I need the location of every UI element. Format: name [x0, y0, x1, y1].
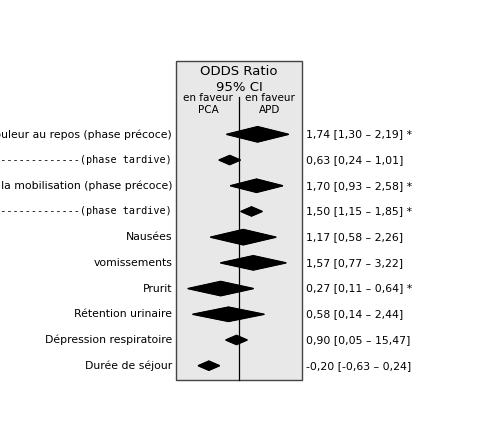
Polygon shape [226, 335, 247, 345]
Polygon shape [241, 207, 262, 216]
Text: 0,90 [0,05 – 15,47]: 0,90 [0,05 – 15,47] [306, 335, 410, 345]
Text: vomissements: vomissements [93, 258, 172, 268]
Text: 0,63 [0,24 – 1,01]: 0,63 [0,24 – 1,01] [306, 155, 403, 165]
Polygon shape [230, 179, 283, 192]
Text: 0,58 [0,14 – 2,44]: 0,58 [0,14 – 2,44] [306, 309, 403, 319]
Text: 1,17 [0,58 – 2,26]: 1,17 [0,58 – 2,26] [306, 232, 403, 242]
Text: 0,27 [0,11 – 0,64] *: 0,27 [0,11 – 0,64] * [306, 283, 412, 293]
Text: Nausées: Nausées [126, 232, 172, 242]
Text: 1,70 [0,93 – 2,58] *: 1,70 [0,93 – 2,58] * [306, 181, 412, 191]
Text: Douleur au repos (phase précoce): Douleur au repos (phase précoce) [0, 129, 172, 140]
Polygon shape [193, 307, 264, 322]
Text: Rétention urinaire: Rétention urinaire [74, 309, 172, 319]
Text: à la mobilisation (phase précoce): à la mobilisation (phase précoce) [0, 181, 172, 191]
Polygon shape [198, 361, 219, 370]
Polygon shape [219, 155, 240, 164]
Text: -0,20 [-0,63 – 0,24]: -0,20 [-0,63 – 0,24] [306, 361, 411, 371]
Text: Durée de séjour: Durée de séjour [85, 361, 172, 371]
Bar [176, 61, 302, 380]
Polygon shape [188, 281, 253, 296]
Polygon shape [227, 127, 289, 142]
Polygon shape [220, 256, 286, 270]
Polygon shape [210, 230, 276, 245]
Text: 1,57 [0,77 – 3,22]: 1,57 [0,77 – 3,22] [306, 258, 403, 268]
Text: 95% CI: 95% CI [216, 81, 262, 94]
Text: en faveur
APD: en faveur APD [245, 93, 295, 115]
Text: 1,50 [1,15 – 1,85] *: 1,50 [1,15 – 1,85] * [306, 207, 412, 217]
Text: 1,74 [1,30 – 2,19] *: 1,74 [1,30 – 2,19] * [306, 129, 412, 139]
Text: Dépression respiratoire: Dépression respiratoire [45, 335, 172, 345]
Text: -----------------------(phase tardive): -----------------------(phase tardive) [0, 155, 172, 165]
Text: Prurit: Prurit [142, 283, 172, 293]
Text: ODDS Ratio: ODDS Ratio [200, 65, 278, 78]
Text: -----------------------(phase tardive): -----------------------(phase tardive) [0, 207, 172, 217]
Text: en faveur
PCA: en faveur PCA [183, 93, 233, 115]
